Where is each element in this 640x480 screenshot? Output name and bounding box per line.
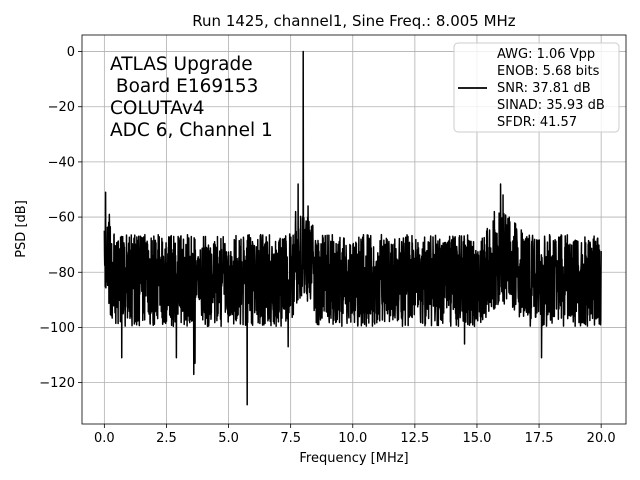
annotation-line-3: COLUTAv4 [110,98,205,119]
annotation-block: ATLAS Upgrade Board E169153 COLUTAv4 ADC… [110,54,273,141]
legend-entry-sinad: SINAD: 35.93 dB [497,98,605,113]
y-tick-label: −20 [48,100,75,115]
x-tick-label: 0.0 [94,431,115,446]
y-tick-label: −80 [48,266,75,281]
y-axis-label: PSD [dB] [14,200,29,258]
x-tick-label: 5.0 [218,431,239,446]
legend-entry-snr: SNR: 37.81 dB [497,81,591,96]
legend-entry-sfdr: SFDR: 41.57 [497,115,577,130]
legend-entry-awg: AWG: 1.06 Vpp [497,47,595,62]
x-axis-label: Frequency [MHz] [299,451,408,466]
annotation-line-2: Board E169153 [110,76,258,97]
x-tick-label: 2.5 [156,431,177,446]
y-tick-label: −60 [48,211,75,226]
legend-box [453,42,620,133]
annotation-line-1: ATLAS Upgrade [110,54,253,75]
plot-frame [81,34,627,425]
legend-entry-enob: ENOB: 5.68 bits [497,64,600,79]
y-tick-label: −100 [39,321,75,336]
x-tick-label: 20.0 [587,431,616,446]
x-tick-label: 17.5 [525,431,554,446]
psd-series-line [103,50,602,406]
x-tick-label: 15.0 [462,431,491,446]
y-tick-label: 0 [67,45,75,60]
y-tick-label: −40 [48,155,75,170]
plot-layer [103,50,602,406]
x-tick-label: 12.5 [400,431,429,446]
legend: AWG: 1.06 Vpp ENOB: 5.68 bits SNR: 37.81… [453,42,620,133]
y-tick-label: −120 [39,376,75,391]
x-tick-label: 7.5 [280,431,301,446]
chart-title: Run 1425, channel1, Sine Freq.: 8.005 MH… [192,12,516,30]
annotation-line-4: ADC 6, Channel 1 [110,120,273,141]
tick-layer: 0.0 2.5 5.0 7.5 10.0 12.5 15.0 17.5 20.0 0 −20 −40 −… [39,45,615,446]
x-tick-label: 10.0 [338,431,367,446]
